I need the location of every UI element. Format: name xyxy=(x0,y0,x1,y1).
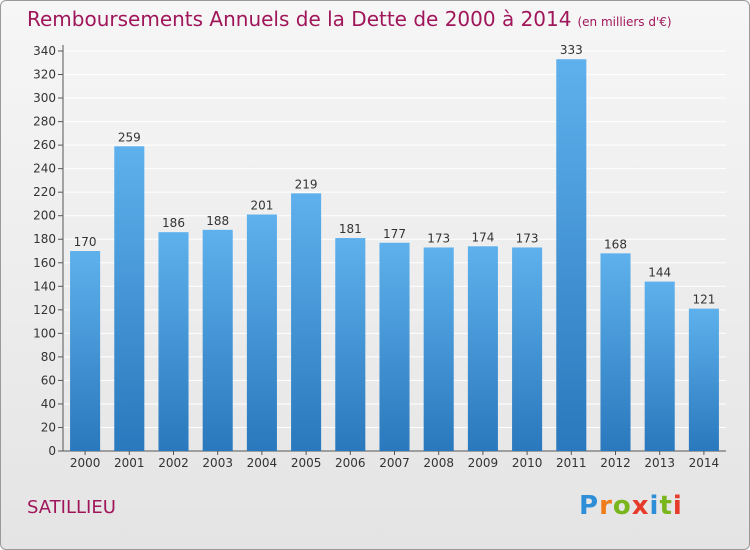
x-tick-label-2003: 2003 xyxy=(202,456,233,470)
chart-title-text: Remboursements Annuels de la Dette de 20… xyxy=(27,7,572,31)
data-label-2011: 333 xyxy=(560,43,583,57)
data-label-2004: 201 xyxy=(250,199,273,213)
y-tick-label: 340 xyxy=(33,44,56,58)
bar-2005 xyxy=(291,193,322,451)
x-tick-label-2005: 2005 xyxy=(291,456,322,470)
bar-2009 xyxy=(467,246,498,451)
bar-2011 xyxy=(556,59,587,452)
logo-letter: x xyxy=(631,491,650,521)
y-tick-label: 160 xyxy=(33,256,56,270)
logo-letter: i xyxy=(649,491,660,521)
bars xyxy=(70,59,719,452)
data-label-2012: 168 xyxy=(604,237,627,251)
y-tick-label: 0 xyxy=(48,444,56,458)
y-tick-label: 140 xyxy=(33,279,56,293)
y-tick-label: 180 xyxy=(33,232,56,246)
y-tick-label: 240 xyxy=(33,162,56,176)
x-tick-label-2013: 2013 xyxy=(644,456,675,470)
data-label-2009: 174 xyxy=(471,230,494,244)
x-tick-label-2012: 2012 xyxy=(600,456,631,470)
y-tick-label: 300 xyxy=(33,91,56,105)
bar-2008 xyxy=(423,247,454,451)
bar-2001 xyxy=(114,146,145,451)
labels: 170 2000 259 2001 186 2002 188 2003 201 2004 219 20… xyxy=(70,43,719,470)
y-tick-label: 220 xyxy=(33,185,56,199)
y-tick-label: 60 xyxy=(41,373,56,387)
x-tick-label-2006: 2006 xyxy=(335,456,366,470)
y-tick-label: 40 xyxy=(41,397,56,411)
y-tick-label: 100 xyxy=(33,326,56,340)
x-tick-label-2007: 2007 xyxy=(379,456,410,470)
bar-2004 xyxy=(246,214,277,451)
data-label-2013: 144 xyxy=(648,266,671,280)
bar-2010 xyxy=(512,247,543,451)
chart-title: Remboursements Annuels de la Dette de 20… xyxy=(27,7,672,31)
y-tick-label: 80 xyxy=(41,350,56,364)
y-tick-label: 280 xyxy=(33,115,56,129)
data-label-2014: 121 xyxy=(692,293,715,307)
logo-letter: o xyxy=(612,491,632,521)
x-tick-label-2001: 2001 xyxy=(114,456,145,470)
y-tick-label: 20 xyxy=(41,420,56,434)
x-tick-label-2000: 2000 xyxy=(70,456,101,470)
y-tick-label: 200 xyxy=(33,209,56,223)
logo-letter: i xyxy=(672,491,683,521)
bar-2007 xyxy=(379,242,410,451)
x-tick-label-2010: 2010 xyxy=(512,456,543,470)
data-label-2010: 173 xyxy=(516,231,539,245)
bar-2006 xyxy=(335,238,366,451)
x-tick-label-2014: 2014 xyxy=(689,456,720,470)
bar-2012 xyxy=(600,253,631,451)
bar-2002 xyxy=(158,232,189,451)
y-tick-label: 320 xyxy=(33,68,56,82)
y-tick-label: 260 xyxy=(33,138,56,152)
logo-letter: P xyxy=(579,491,600,521)
data-label-2007: 177 xyxy=(383,227,406,241)
bar-2003 xyxy=(202,229,233,451)
data-label-2002: 186 xyxy=(162,216,185,230)
bar-2013 xyxy=(644,281,675,451)
data-label-2000: 170 xyxy=(74,235,97,249)
proxiti-logo: Proxiti xyxy=(579,491,683,521)
bar-2000 xyxy=(70,251,101,451)
data-label-2003: 188 xyxy=(206,214,229,228)
logo-letter: r xyxy=(599,491,613,521)
x-tick-label-2009: 2009 xyxy=(468,456,499,470)
data-label-2001: 259 xyxy=(118,130,141,144)
logo-letter: t xyxy=(659,491,673,521)
x-tick-label-2004: 2004 xyxy=(247,456,278,470)
data-label-2006: 181 xyxy=(339,222,362,236)
data-label-2005: 219 xyxy=(295,177,318,191)
x-tick-label-2002: 2002 xyxy=(158,456,189,470)
data-label-2008: 173 xyxy=(427,231,450,245)
chart-subtitle: (en milliers d'€) xyxy=(577,15,672,29)
y-tick-label: 120 xyxy=(33,303,56,317)
x-tick-label-2011: 2011 xyxy=(556,456,587,470)
bar-2014 xyxy=(688,308,719,451)
x-tick-label-2008: 2008 xyxy=(423,456,454,470)
place-name: SATILLIEU xyxy=(27,497,116,518)
